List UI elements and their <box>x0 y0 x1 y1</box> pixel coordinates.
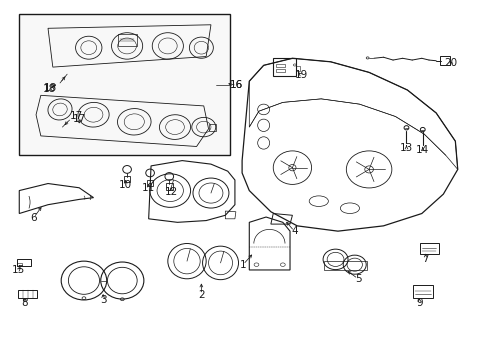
Bar <box>17 259 31 266</box>
Text: 18: 18 <box>43 84 56 94</box>
Text: 7: 7 <box>422 254 428 264</box>
Text: 20: 20 <box>443 58 456 68</box>
Bar <box>275 69 285 72</box>
Bar <box>117 33 136 46</box>
Bar <box>123 176 130 183</box>
Bar <box>146 180 153 186</box>
Text: 1: 1 <box>239 260 246 270</box>
Text: 16: 16 <box>230 80 243 90</box>
Text: 14: 14 <box>415 145 428 155</box>
Bar <box>420 243 438 254</box>
Text: 3: 3 <box>100 295 106 305</box>
Bar <box>18 291 38 298</box>
Text: 16: 16 <box>229 80 243 90</box>
Text: 10: 10 <box>119 180 132 190</box>
Bar <box>275 64 285 67</box>
Text: 15: 15 <box>12 265 25 275</box>
Bar <box>19 14 230 155</box>
Text: 17: 17 <box>70 112 83 121</box>
Bar <box>273 58 296 76</box>
Text: 6: 6 <box>30 213 37 223</box>
Text: 11: 11 <box>142 184 155 193</box>
Text: 18: 18 <box>44 83 57 93</box>
Text: 12: 12 <box>164 187 178 197</box>
Bar <box>17 263 21 266</box>
Text: 17: 17 <box>72 114 85 124</box>
Text: 9: 9 <box>415 298 422 308</box>
Text: 19: 19 <box>294 70 307 80</box>
Bar <box>165 183 172 189</box>
Bar <box>439 56 448 66</box>
Text: 5: 5 <box>354 274 361 284</box>
Text: 2: 2 <box>198 290 204 300</box>
Bar <box>412 285 432 298</box>
Text: 8: 8 <box>21 298 28 308</box>
Text: 13: 13 <box>399 143 412 153</box>
Text: 4: 4 <box>290 226 297 236</box>
Bar <box>296 66 300 71</box>
